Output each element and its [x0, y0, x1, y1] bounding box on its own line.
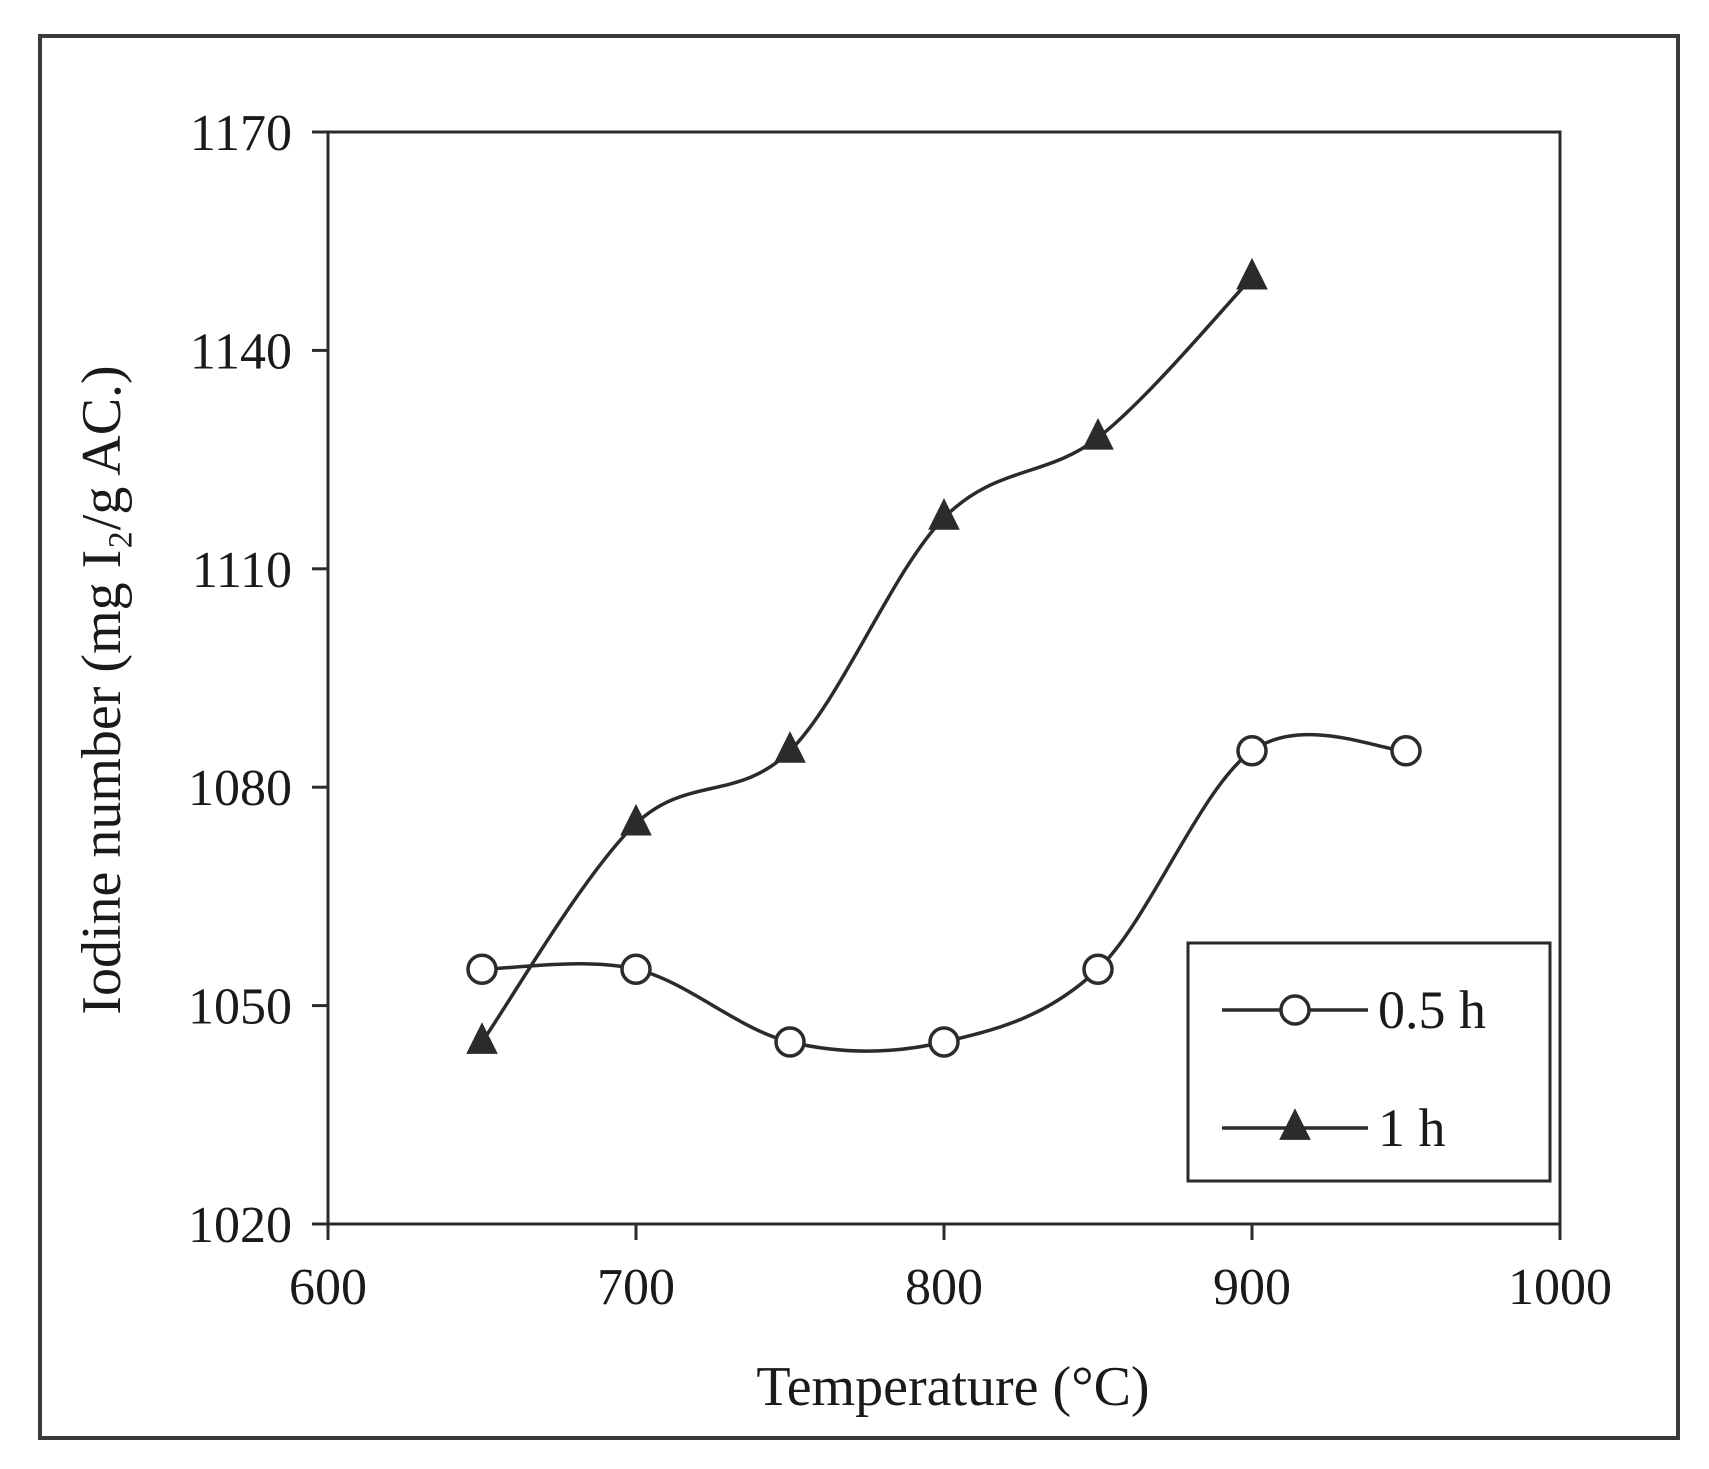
x-tick-label: 700 [597, 1259, 675, 1316]
legend-items: 0.5 h 1 h [1222, 980, 1486, 1158]
y-tick-label: 1140 [190, 323, 292, 380]
legend-marker [1279, 1108, 1311, 1140]
x-tick-label: 600 [289, 1259, 367, 1316]
series-line [480, 276, 1254, 1044]
y-tick-label: 1170 [190, 105, 292, 162]
series-half-hour [466, 732, 1422, 1058]
legend-box [1186, 941, 1552, 1183]
y-tick-label: 1050 [188, 979, 292, 1036]
data-point [774, 1026, 806, 1058]
legend-label: 0.5 h [1378, 980, 1486, 1040]
data-point [466, 1022, 498, 1054]
data-point [1236, 735, 1268, 767]
data-point [620, 953, 652, 985]
data-point [1082, 418, 1114, 450]
y-axis-title: Iodine number (mg I₂/g AC.) [71, 365, 133, 1014]
x-tick-label: 800 [905, 1259, 983, 1316]
legend: 0.5 h 1 h [1186, 941, 1552, 1183]
y-tick-label: 1080 [188, 760, 292, 817]
data-point [774, 731, 806, 763]
x-tick-label: 1000 [1508, 1259, 1612, 1316]
data-point [466, 953, 498, 985]
data-point [1082, 953, 1114, 985]
x-axis-ticks: 600 700 800 900 1000 [289, 1224, 1612, 1316]
series-layer [466, 257, 1422, 1058]
data-point [1236, 257, 1268, 290]
data-point [1390, 735, 1422, 767]
y-tick-label: 1020 [188, 1197, 292, 1254]
legend-marker [1279, 994, 1311, 1026]
data-point [928, 1026, 960, 1058]
series-one-hour [466, 257, 1268, 1054]
legend-label: 1 h [1378, 1098, 1446, 1158]
x-axis-title: Temperature (°C) [756, 1356, 1149, 1418]
y-tick-label: 1110 [192, 542, 292, 599]
y-axis-ticks: 1020 1050 1080 1110 1140 1170 [188, 105, 328, 1254]
data-point [620, 803, 652, 836]
data-point [928, 498, 960, 530]
x-tick-label: 900 [1213, 1259, 1291, 1316]
